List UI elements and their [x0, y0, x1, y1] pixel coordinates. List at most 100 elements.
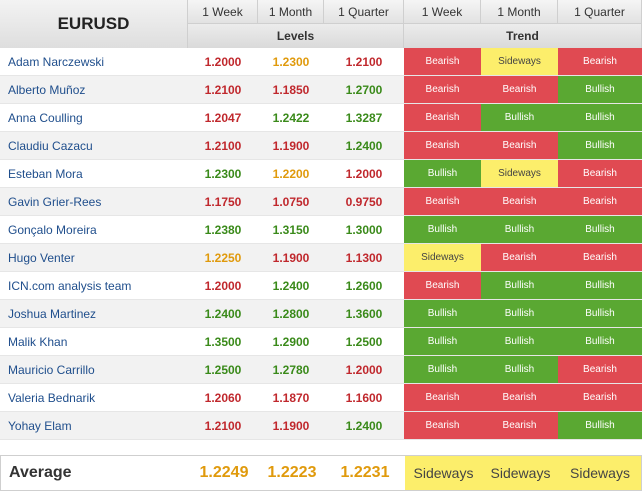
- expert-name-link[interactable]: Joshua Martinez: [8, 306, 97, 321]
- level-week: 1.3500: [204, 334, 242, 349]
- level-quarter: 1.3287: [345, 110, 383, 125]
- trend-week-badge: Bearish: [404, 76, 481, 103]
- level-week: 1.2100: [204, 418, 242, 433]
- expert-name-link[interactable]: ICN.com analysis team: [8, 278, 132, 293]
- table-row: Gonçalo Moreira 1.2380 1.3150 1.3000 Bullish…: [0, 216, 642, 244]
- trend-quarter-badge: Bullish: [558, 132, 642, 159]
- trend-quarter-badge: Bearish: [558, 244, 642, 271]
- table-row: Mauricio Carrillo 1.2500 1.2780 1.2000 Bulli…: [0, 356, 642, 384]
- average-trend-week: Sideways: [405, 456, 482, 490]
- expert-name-link[interactable]: Claudiu Cazacu: [8, 138, 93, 153]
- trend-quarter-badge: Bearish: [558, 384, 642, 411]
- level-quarter: 1.2400: [345, 418, 383, 433]
- level-week: 1.1750: [204, 194, 242, 209]
- level-quarter: 1.2600: [345, 278, 383, 293]
- trend-week-badge: Bearish: [404, 272, 481, 299]
- level-week: 1.2100: [204, 82, 242, 97]
- trend-week-badge: Bullish: [404, 160, 481, 187]
- table-row: Adam Narczewski 1.2000 1.2300 1.2100 Bearish…: [0, 48, 642, 76]
- expert-name-link[interactable]: Yohay Elam: [8, 418, 72, 433]
- group-header-trend: Trend: [404, 24, 642, 48]
- expert-name-link[interactable]: Hugo Venter: [8, 250, 75, 265]
- level-month: 1.3150: [272, 222, 310, 237]
- expert-name-link[interactable]: Gonçalo Moreira: [8, 222, 97, 237]
- table-row: Alberto Muñoz 1.2100 1.1850 1.2700 Bearish Be…: [0, 76, 642, 104]
- trend-week-badge: Bearish: [404, 132, 481, 159]
- expert-rows: Adam Narczewski 1.2000 1.2300 1.2100 Bearish…: [0, 48, 642, 440]
- currency-pair-title: EURUSD: [0, 0, 188, 48]
- level-quarter: 1.2000: [345, 362, 383, 377]
- level-month: 1.1900: [272, 138, 310, 153]
- expert-name-link[interactable]: Anna Coulling: [8, 110, 83, 125]
- header-trend-quarter: 1 Quarter: [558, 0, 642, 24]
- level-quarter: 0.9750: [345, 194, 383, 209]
- trend-week-badge: Bearish: [404, 104, 481, 131]
- trend-week-badge: Bullish: [404, 328, 481, 355]
- level-month: 1.2900: [272, 334, 310, 349]
- table-row: Malik Khan 1.3500 1.2900 1.2500 Bullish Bulli…: [0, 328, 642, 356]
- level-quarter: 1.2400: [345, 138, 383, 153]
- level-month: 1.2300: [272, 54, 310, 69]
- table-row: Anna Coulling 1.2047 1.2422 1.3287 Bearish Bu…: [0, 104, 642, 132]
- level-quarter: 1.2700: [345, 82, 383, 97]
- trend-month-badge: Bearish: [481, 76, 558, 103]
- expert-name-link[interactable]: Esteban Mora: [8, 166, 83, 181]
- level-quarter: 1.3000: [345, 222, 383, 237]
- trend-quarter-badge: Bearish: [558, 160, 642, 187]
- level-week: 1.2500: [204, 362, 242, 377]
- level-month: 1.2200: [272, 166, 310, 181]
- average-level-week: 1.2249: [199, 464, 249, 481]
- expert-name-link[interactable]: Adam Narczewski: [8, 54, 105, 69]
- header-levels-month: 1 Month: [258, 0, 324, 24]
- average-trend-month: Sideways: [482, 456, 559, 490]
- trend-week-badge: Bullish: [404, 300, 481, 327]
- level-month: 1.0750: [272, 194, 310, 209]
- table-row: ICN.com analysis team 1.2000 1.2400 1.2600 B…: [0, 272, 642, 300]
- level-month: 1.1900: [272, 250, 310, 265]
- level-month: 1.1900: [272, 418, 310, 433]
- table-row: Hugo Venter 1.2250 1.1900 1.1300 Sideways Bea…: [0, 244, 642, 272]
- header-trend-month: 1 Month: [481, 0, 558, 24]
- level-quarter: 1.2100: [345, 54, 383, 69]
- level-week: 1.2400: [204, 306, 242, 321]
- level-week: 1.2000: [204, 54, 242, 69]
- trend-month-badge: Bearish: [481, 132, 558, 159]
- table-row: Esteban Mora 1.2300 1.2200 1.2000 Bullish Sid…: [0, 160, 642, 188]
- table-row: Yohay Elam 1.2100 1.1900 1.2400 Bearish Beari…: [0, 412, 642, 440]
- level-week: 1.2060: [204, 390, 242, 405]
- expert-name-link[interactable]: Valeria Bednarik: [8, 390, 96, 405]
- trend-quarter-badge: Bearish: [558, 356, 642, 383]
- expert-name-link[interactable]: Alberto Muñoz: [8, 82, 86, 97]
- level-quarter: 1.2500: [345, 334, 383, 349]
- trend-month-badge: Bullish: [481, 104, 558, 131]
- trend-quarter-badge: Bullish: [558, 76, 642, 103]
- level-quarter: 1.1600: [345, 390, 383, 405]
- trend-month-badge: Sideways: [481, 48, 558, 75]
- trend-month-badge: Bullish: [481, 272, 558, 299]
- level-month: 1.1850: [272, 82, 310, 97]
- table-header: EURUSD 1 Week 1 Month 1 Quarter 1 Week 1…: [0, 0, 642, 48]
- trend-week-badge: Bearish: [404, 384, 481, 411]
- expert-name-link[interactable]: Gavin Grier-Rees: [8, 194, 102, 209]
- level-month: 1.1870: [272, 390, 310, 405]
- level-quarter: 1.2000: [345, 166, 383, 181]
- average-row: Average 1.2249 1.2223 1.2231 Sideways Si…: [0, 455, 642, 491]
- trend-quarter-badge: Bullish: [558, 216, 642, 243]
- level-month: 1.2800: [272, 306, 310, 321]
- level-month: 1.2400: [272, 278, 310, 293]
- trend-month-badge: Bullish: [481, 300, 558, 327]
- expert-name-link[interactable]: Malik Khan: [8, 334, 68, 349]
- level-week: 1.2300: [204, 166, 242, 181]
- trend-quarter-badge: Bullish: [558, 300, 642, 327]
- table-row: Claudiu Cazacu 1.2100 1.1900 1.2400 Bearish B…: [0, 132, 642, 160]
- header-levels-quarter: 1 Quarter: [324, 0, 404, 24]
- average-label: Average: [9, 464, 72, 481]
- level-quarter: 1.1300: [345, 250, 383, 265]
- trend-week-badge: Sideways: [404, 244, 481, 271]
- level-month: 1.2422: [272, 110, 310, 125]
- trend-quarter-badge: Bullish: [558, 104, 642, 131]
- trend-quarter-badge: Bullish: [558, 272, 642, 299]
- expert-name-link[interactable]: Mauricio Carrillo: [8, 362, 95, 377]
- header-levels-week: 1 Week: [188, 0, 258, 24]
